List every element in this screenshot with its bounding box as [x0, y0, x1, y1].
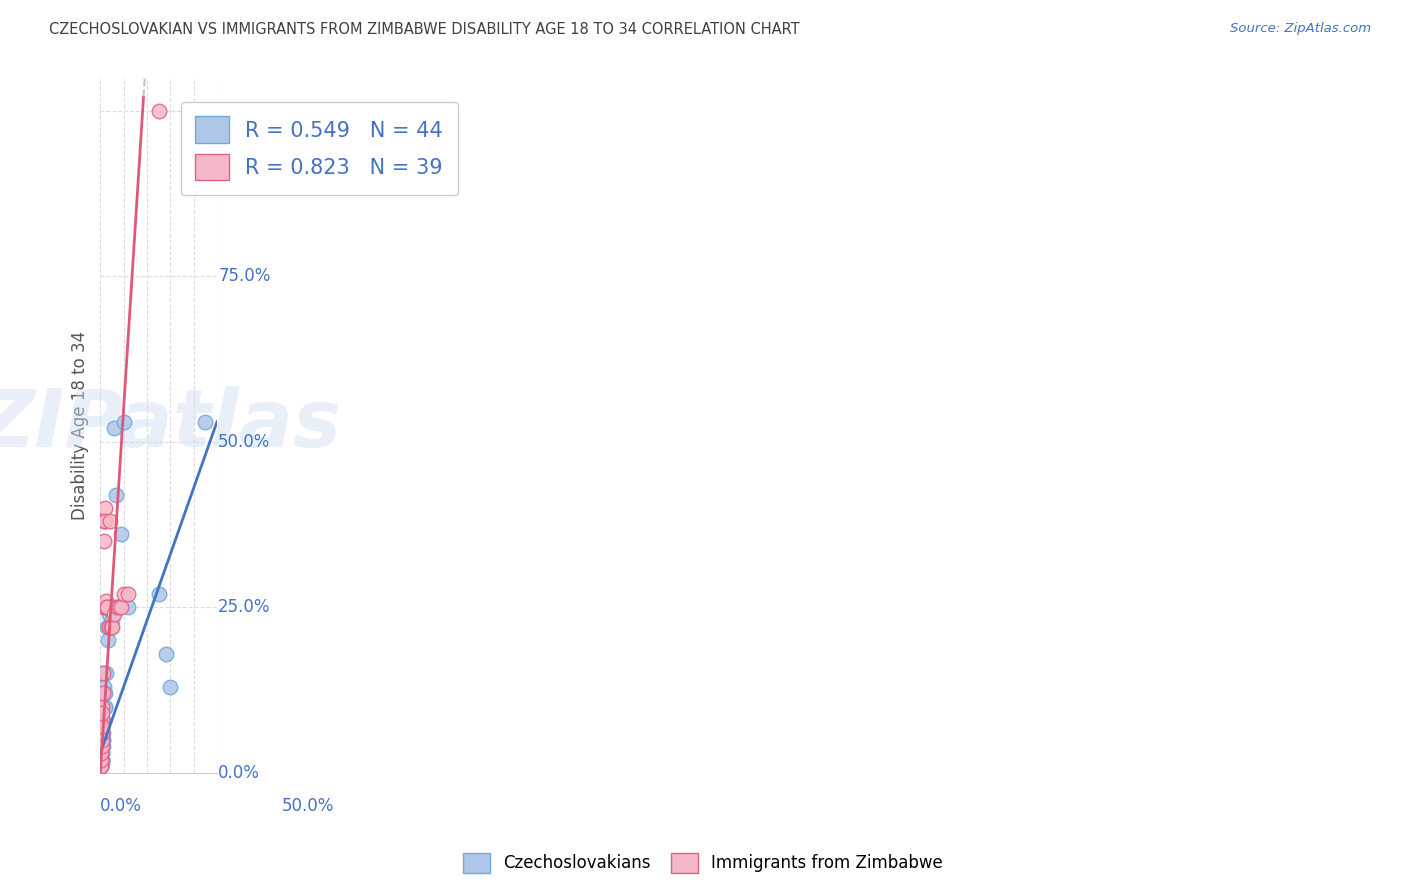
Point: [90, 756, 112, 770]
Point: [91, 739, 114, 754]
Point: [117, 600, 139, 615]
Point: [90, 719, 112, 733]
Point: [90, 753, 112, 767]
Text: ZIPatlas: ZIPatlas: [0, 386, 342, 464]
Legend: Czechoslovakians, Immigrants from Zimbabwe: Czechoslovakians, Immigrants from Zimbab…: [457, 847, 949, 880]
Point: [90, 759, 112, 773]
Point: [93, 680, 115, 694]
Text: 50.0%: 50.0%: [218, 433, 270, 450]
Point: [90, 753, 112, 767]
Text: CZECHOSLOVAKIAN VS IMMIGRANTS FROM ZIMBABWE DISABILITY AGE 18 TO 34 CORRELATION : CZECHOSLOVAKIAN VS IMMIGRANTS FROM ZIMBA…: [49, 22, 800, 37]
Point: [90, 759, 112, 773]
Point: [93, 534, 115, 549]
Point: [91, 732, 114, 747]
Text: 0.0%: 0.0%: [100, 797, 142, 815]
Point: [93, 686, 115, 700]
Point: [96, 600, 118, 615]
Point: [91, 719, 114, 733]
Y-axis label: Disability Age 18 to 34: Disability Age 18 to 34: [72, 331, 89, 520]
Point: [93, 500, 115, 515]
Point: [94, 514, 117, 528]
Text: 75.0%: 75.0%: [218, 267, 270, 285]
Text: 0.0%: 0.0%: [218, 764, 260, 781]
Point: [148, 103, 170, 118]
Point: [96, 600, 118, 615]
Point: [90, 753, 112, 767]
Point: [96, 620, 118, 634]
Point: [96, 666, 118, 681]
Point: [90, 759, 112, 773]
Point: [101, 600, 124, 615]
Point: [96, 593, 118, 607]
Point: [159, 680, 181, 694]
Point: [91, 706, 114, 721]
Point: [98, 600, 121, 615]
Point: [101, 614, 124, 628]
Point: [97, 620, 120, 634]
Point: [112, 415, 135, 429]
Point: [105, 600, 128, 615]
Point: [94, 600, 117, 615]
Point: [108, 600, 131, 615]
Point: [90, 732, 112, 747]
Point: [91, 739, 114, 754]
Text: 100.0%: 100.0%: [218, 102, 281, 120]
Point: [90, 753, 112, 767]
Point: [103, 421, 125, 435]
Point: [91, 746, 114, 760]
Point: [103, 607, 125, 621]
Point: [97, 607, 120, 621]
Point: [98, 514, 121, 528]
Point: [117, 587, 139, 601]
Point: [90, 759, 112, 773]
Point: [90, 732, 112, 747]
Point: [90, 739, 112, 754]
Point: [90, 746, 112, 760]
Point: [93, 666, 115, 681]
Point: [91, 686, 114, 700]
Point: [91, 600, 114, 615]
Point: [98, 600, 121, 615]
Point: [91, 666, 114, 681]
Point: [94, 699, 117, 714]
Text: 50.0%: 50.0%: [281, 797, 333, 815]
Point: [90, 746, 112, 760]
Point: [91, 713, 114, 727]
Point: [90, 746, 112, 760]
Text: 25.0%: 25.0%: [218, 599, 271, 616]
Point: [90, 753, 112, 767]
Point: [91, 753, 114, 767]
Point: [90, 756, 112, 770]
Point: [91, 726, 114, 740]
Point: [93, 699, 115, 714]
Point: [91, 699, 114, 714]
Point: [101, 620, 124, 634]
Point: [93, 514, 115, 528]
Point: [194, 415, 217, 429]
Point: [93, 732, 115, 747]
Point: [105, 600, 128, 615]
Point: [98, 620, 121, 634]
Legend: R = 0.549   N = 44, R = 0.823   N = 39: R = 0.549 N = 44, R = 0.823 N = 39: [181, 102, 458, 194]
Point: [91, 753, 114, 767]
Point: [148, 587, 170, 601]
Text: Source: ZipAtlas.com: Source: ZipAtlas.com: [1230, 22, 1371, 36]
Point: [104, 488, 127, 502]
Point: [94, 686, 117, 700]
Point: [110, 600, 132, 615]
Point: [91, 713, 114, 727]
Point: [90, 739, 112, 754]
Point: [90, 726, 112, 740]
Point: [90, 759, 112, 773]
Point: [91, 726, 114, 740]
Point: [110, 527, 132, 541]
Point: [100, 620, 122, 634]
Point: [155, 647, 177, 661]
Point: [97, 633, 120, 648]
Point: [96, 600, 118, 615]
Point: [112, 587, 135, 601]
